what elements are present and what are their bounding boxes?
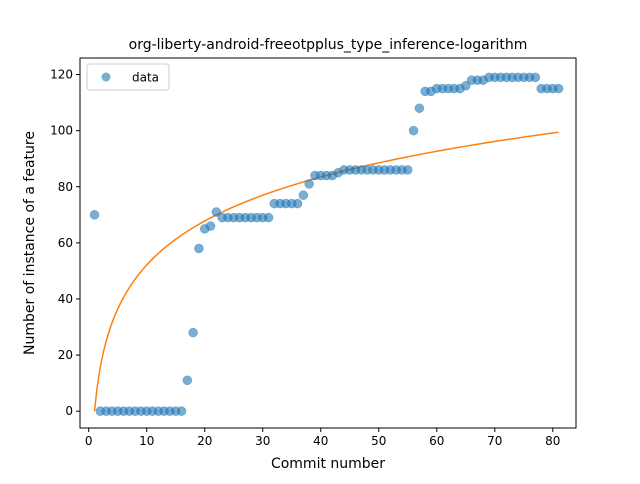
legend-label: data	[132, 71, 159, 85]
data-point	[194, 243, 204, 254]
data-points-layer	[89, 72, 564, 416]
x-tick-label: 0	[85, 434, 93, 448]
data-point	[553, 83, 564, 94]
data-point	[205, 221, 216, 231]
x-tick-label: 10	[139, 434, 154, 448]
x-tick-label: 20	[197, 434, 212, 448]
data-point	[403, 165, 413, 175]
data-point	[292, 198, 303, 209]
data-point	[211, 207, 222, 217]
data-point	[304, 179, 314, 189]
y-tick-label: 80	[58, 180, 73, 194]
x-tick-label: 80	[545, 434, 560, 448]
data-point	[298, 190, 309, 200]
data-point	[89, 210, 100, 220]
x-axis-label: Commit number	[271, 456, 385, 472]
data-point	[530, 72, 541, 83]
y-axis-label: Number of instance of a feature	[22, 131, 38, 355]
y-tick-label: 100	[50, 124, 73, 138]
x-tick-label: 60	[429, 434, 444, 448]
x-tick-label: 70	[487, 434, 502, 448]
legend-box	[86, 63, 170, 91]
y-tick-label: 120	[50, 68, 73, 82]
data-point	[263, 212, 274, 223]
y-tick-label: 40	[58, 292, 73, 306]
x-axis: 0 10 20 30 40 50 60 70 80	[85, 428, 560, 448]
y-tick-label: 60	[58, 236, 73, 250]
chart-title: org-liberty-android-freeotpplus_type_inf…	[129, 37, 528, 53]
y-axis: 0 20 40 60 80 100 120	[50, 68, 80, 418]
data-point	[461, 81, 471, 91]
plot-area-frame	[79, 57, 577, 429]
data-point	[176, 406, 187, 416]
legend-marker	[101, 72, 111, 82]
data-point	[182, 375, 193, 386]
data-point	[188, 327, 198, 338]
legend: data	[86, 63, 170, 91]
x-tick-label: 40	[313, 434, 328, 448]
y-tick-label: 0	[65, 404, 73, 418]
x-tick-label: 50	[371, 434, 386, 448]
y-tick-label: 20	[58, 348, 73, 362]
data-point	[408, 125, 419, 136]
data-point	[414, 103, 425, 113]
x-tick-label: 30	[255, 434, 270, 448]
